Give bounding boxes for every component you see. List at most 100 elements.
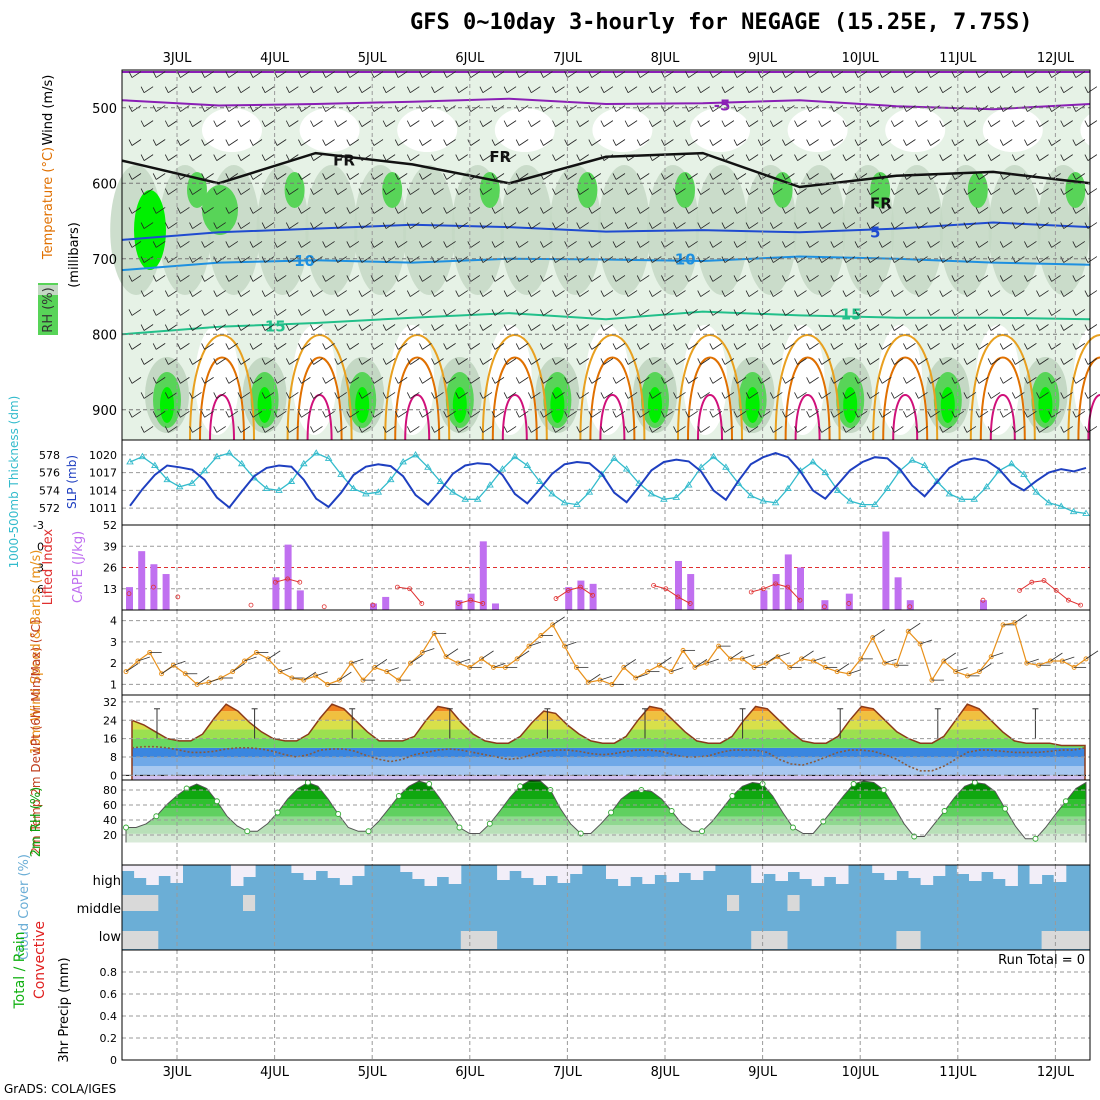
- wind-barb: [999, 241, 1013, 248]
- wind-barb: [261, 358, 275, 365]
- wind-barb: [394, 207, 408, 214]
- wind-barb: [419, 411, 432, 418]
- wind-barb: [152, 343, 166, 350]
- wind-barb: [406, 256, 420, 263]
- wind-barb: [164, 358, 178, 365]
- wind-barb: [782, 411, 795, 418]
- wind-barb: [152, 241, 166, 248]
- rh-tick-label: 60: [103, 799, 117, 812]
- wind-barb-10m: [493, 662, 506, 668]
- wind-barb: [673, 324, 686, 331]
- wind-barb: [213, 256, 226, 263]
- temperature-contour-FR: [121, 151, 1091, 189]
- thickness-point: [660, 495, 668, 502]
- wind-barb: [757, 105, 771, 112]
- rh-moist-area: [187, 172, 207, 208]
- wind-barb: [782, 343, 795, 350]
- pressure-tick-label: 700: [92, 253, 117, 268]
- wind-barb-10m: [1014, 614, 1028, 624]
- wind-barb-10m: [1062, 656, 1075, 662]
- wind-barb: [1011, 290, 1025, 297]
- wind-speed-point: [443, 654, 449, 660]
- wind-barb: [419, 343, 432, 350]
- wind-barb: [491, 173, 505, 180]
- wind-barb: [431, 154, 444, 161]
- wind-barb-10m: [137, 656, 150, 662]
- wind-barb: [491, 309, 505, 316]
- lifted-index-point: [272, 579, 278, 585]
- wind-barb: [733, 411, 747, 418]
- wind-barb: [382, 324, 396, 331]
- wind-barb: [685, 377, 698, 384]
- thickness-point: [411, 451, 420, 458]
- lifted-index-point: [1066, 597, 1071, 603]
- wind-barb: [503, 290, 517, 297]
- wind-barb: [721, 256, 735, 263]
- wind-barb: [225, 377, 239, 384]
- thickness-point: [548, 490, 556, 497]
- rh-saturated-area: [940, 387, 955, 423]
- wind-barb: [927, 139, 940, 146]
- rh-low-area: [494, 108, 555, 152]
- temperature-contour-low: [589, 356, 636, 441]
- wind-barb: [576, 290, 589, 297]
- rh-point: [668, 808, 675, 814]
- wind-barb: [721, 290, 735, 297]
- wind-barb-10m: [919, 639, 933, 645]
- precip-tick-label: 0.2: [100, 1032, 118, 1045]
- thickness-point: [225, 449, 234, 456]
- wind-barb: [733, 173, 747, 180]
- wind-barb: [1024, 343, 1037, 350]
- wind-barb: [479, 222, 493, 229]
- thickness-point: [126, 458, 134, 465]
- wind-barb: [612, 241, 626, 248]
- wind-barb: [987, 256, 1001, 263]
- wind-barb: [878, 275, 892, 282]
- wind-barb: [685, 309, 698, 316]
- rh-tick-label: 20: [103, 829, 117, 842]
- day-label-bottom: 10JUL: [842, 1065, 880, 1080]
- temperature-contour-low: [481, 334, 548, 441]
- wind-barb: [963, 358, 977, 365]
- wind-barb: [794, 358, 807, 365]
- wind-barb: [878, 377, 892, 384]
- rh-point: [1062, 798, 1069, 805]
- wind-barb: [866, 290, 880, 297]
- lifted-index-point: [907, 604, 913, 610]
- wind-barb: [600, 324, 614, 331]
- rh-band: [126, 799, 1086, 808]
- temperature-contour-low: [501, 394, 528, 441]
- wind-tick-label: 2: [110, 657, 117, 670]
- wind-barb: [1024, 71, 1037, 78]
- cloud-high-gap: [1029, 865, 1043, 884]
- wind-barb: [310, 222, 323, 229]
- wind-barb: [975, 105, 989, 112]
- temperature-contour-low: [784, 356, 831, 441]
- wind-barb: [225, 309, 239, 316]
- wind-barb: [140, 256, 154, 263]
- cloud-high-gap: [230, 865, 244, 886]
- wind-barb: [685, 139, 698, 146]
- wind-barb: [951, 411, 965, 418]
- wind-barb: [298, 275, 311, 282]
- wind-barb: [322, 411, 335, 418]
- thickness-point: [362, 490, 370, 497]
- wind-barb: [963, 222, 977, 229]
- wind-barb: [842, 222, 856, 229]
- thickness-point: [324, 454, 333, 461]
- wind-barb: [189, 222, 202, 229]
- wind-barb: [806, 71, 819, 78]
- cape-tick-label: 26: [103, 562, 117, 575]
- rh-low-area: [690, 108, 750, 152]
- wind-barb: [1036, 154, 1049, 161]
- thickness-point: [473, 495, 482, 502]
- wind-barb: [903, 343, 916, 350]
- wind-barb: [564, 343, 577, 350]
- rh-saturated-area: [134, 190, 166, 270]
- wind-barb: [890, 358, 904, 365]
- cloud-high-gap: [775, 865, 788, 881]
- wind-barb: [987, 120, 1001, 127]
- wind-barb: [334, 290, 347, 297]
- wind-barb: [491, 139, 505, 146]
- wind-barb: [745, 358, 759, 365]
